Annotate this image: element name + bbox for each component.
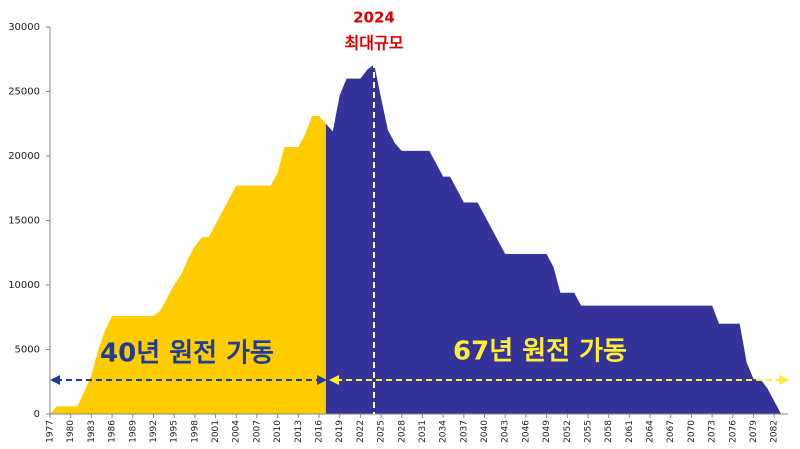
x-tick-label: 2025 bbox=[377, 420, 387, 443]
x-tick-label: 2058 bbox=[604, 420, 614, 443]
y-tick-label: 10000 bbox=[8, 280, 40, 291]
y-tick-label: 30000 bbox=[8, 22, 40, 33]
x-tick-label: 2040 bbox=[480, 420, 490, 443]
arrowhead bbox=[50, 375, 60, 385]
y-tick-label: 0 bbox=[34, 409, 40, 420]
x-tick-label: 2049 bbox=[542, 420, 552, 443]
annotation: 67년 원전 가동 bbox=[453, 337, 627, 367]
y-tick-label: 15000 bbox=[8, 216, 40, 227]
x-tick-label: 2082 bbox=[770, 420, 780, 443]
x-tick-label: 1980 bbox=[66, 420, 76, 443]
area bbox=[50, 116, 326, 414]
x-tick-label: 1992 bbox=[149, 420, 159, 443]
x-tick-label: 1998 bbox=[190, 420, 200, 443]
x-tick-label: 1995 bbox=[170, 420, 180, 443]
x-tick-label: 1977 bbox=[46, 420, 56, 443]
x-tick-label: 2028 bbox=[397, 420, 407, 443]
x-tick-label: 2007 bbox=[252, 420, 262, 443]
x-tick-label: 2010 bbox=[273, 420, 283, 443]
y-tick-label: 5000 bbox=[15, 345, 40, 356]
x-tick-label: 2016 bbox=[314, 420, 324, 443]
x-tick-label: 2031 bbox=[418, 420, 428, 443]
x-tick-label: 2061 bbox=[625, 420, 635, 443]
x-tick-label: 2079 bbox=[749, 420, 759, 443]
arrowhead bbox=[779, 375, 789, 385]
y-tick-label: 20000 bbox=[8, 151, 40, 162]
x-tick-label: 2043 bbox=[501, 420, 511, 443]
x-tick-label: 2067 bbox=[666, 420, 676, 443]
annotation: 최대규모 bbox=[345, 34, 404, 53]
x-tick-label: 2064 bbox=[646, 420, 656, 443]
x-tick-label: 2076 bbox=[728, 420, 738, 443]
arrowhead bbox=[317, 375, 327, 385]
annotation: 40년 원전 가동 bbox=[100, 339, 274, 369]
x-tick-label: 2070 bbox=[687, 420, 697, 443]
x-tick-label: 1983 bbox=[87, 420, 97, 443]
x-tick-label: 2046 bbox=[521, 420, 531, 443]
y-tick-label: 25000 bbox=[8, 87, 40, 98]
annotation: 2024 bbox=[353, 9, 395, 27]
x-tick-label: 1986 bbox=[108, 420, 118, 443]
x-tick-label: 2022 bbox=[356, 420, 366, 443]
x-tick-label: 2004 bbox=[232, 420, 242, 443]
x-tick-label: 2019 bbox=[335, 420, 345, 443]
x-tick-label: 2034 bbox=[439, 420, 449, 443]
area bbox=[325, 64, 782, 414]
x-tick-label: 2055 bbox=[583, 420, 593, 443]
x-tick-label: 2013 bbox=[294, 420, 304, 443]
x-tick-label: 2037 bbox=[459, 420, 469, 443]
x-tick-label: 2001 bbox=[211, 420, 221, 443]
arrowhead bbox=[329, 375, 339, 385]
x-tick-label: 1989 bbox=[128, 420, 138, 443]
x-tick-label: 2052 bbox=[563, 420, 573, 443]
x-tick-label: 2073 bbox=[708, 420, 718, 443]
